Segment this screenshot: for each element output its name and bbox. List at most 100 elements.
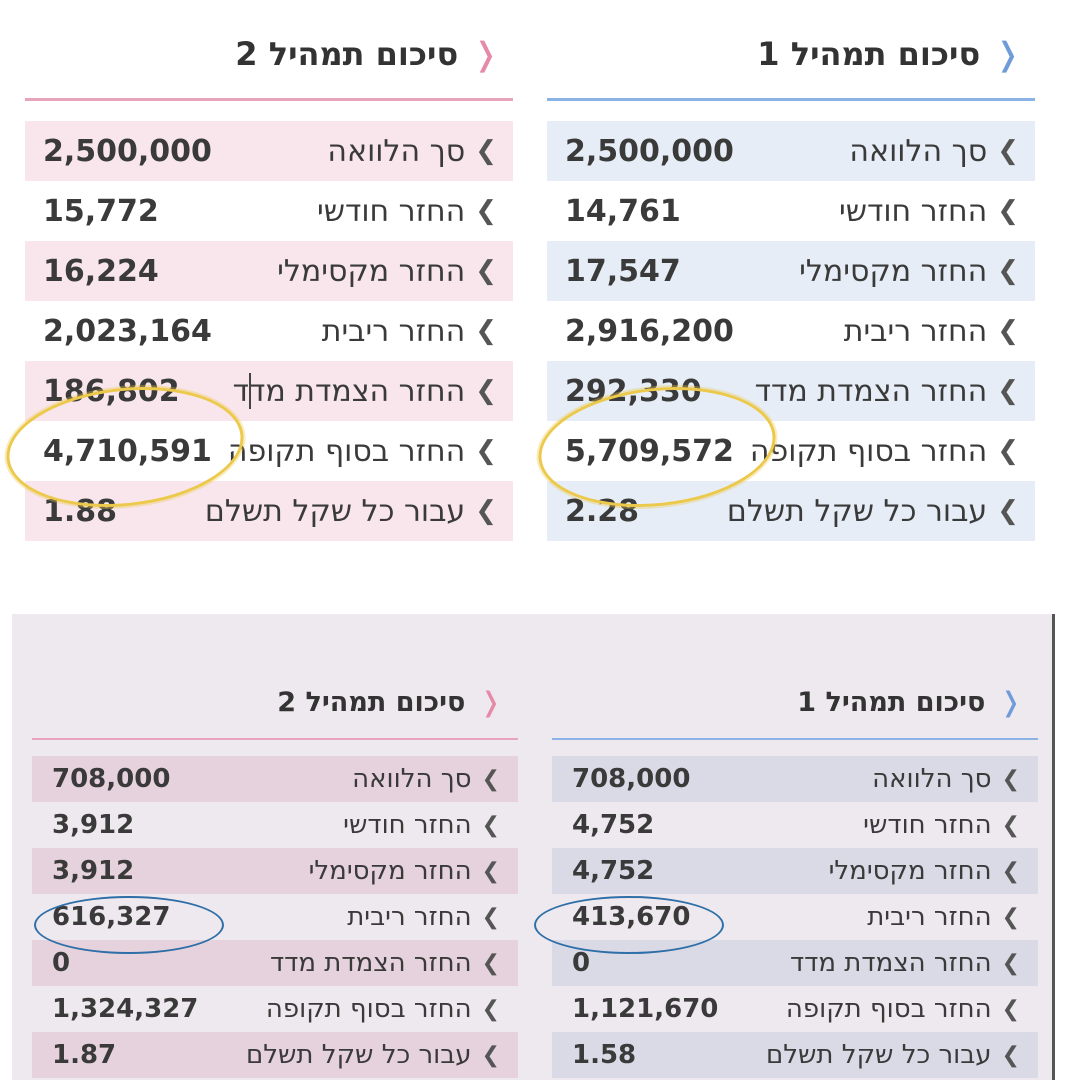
row-total-repayment[interactable]: ❯ החזר בסוף תקופה 1,324,327 bbox=[32, 986, 518, 1032]
row-loan-amount[interactable]: ❯ סך הלוואה 2,500,000 bbox=[25, 121, 513, 181]
row-monthly-payment[interactable]: ❯ החזר חודשי 15,772 bbox=[25, 181, 513, 241]
summary-panel-route-1: ❬ סיכום תמהיל 1 ❯ סך הלוואה 708,000 ❯ החזר… bbox=[552, 682, 1038, 1078]
row-max-payment[interactable]: ❯ החזר מקסימלי 3,912 bbox=[32, 848, 518, 894]
row-interest-payment[interactable]: ❯ החזר ריבית 2,916,200 bbox=[547, 301, 1035, 361]
row-label: החזר חודשי bbox=[317, 193, 466, 229]
chevron-right-icon: ❯ bbox=[1001, 1042, 1020, 1068]
row-monthly-payment[interactable]: ❯ החזר חודשי 3,912 bbox=[32, 802, 518, 848]
chevron-right-icon: ❯ bbox=[481, 950, 500, 976]
chevron-right-icon: ❯ bbox=[997, 196, 1019, 226]
chevron-right-icon: ❯ bbox=[1001, 812, 1020, 838]
chevron-left-icon: ❬ bbox=[472, 35, 499, 73]
row-label: סך הלוואה bbox=[327, 133, 466, 169]
row-value: 1,324,327 bbox=[52, 994, 199, 1024]
row-value: 292,330 bbox=[565, 373, 702, 409]
row-value: 2.28 bbox=[565, 493, 640, 529]
row-index-linkage[interactable]: ❯ החזר הצמדת מדד 292,330 bbox=[547, 361, 1035, 421]
row-label: החזר הצמדת מדד bbox=[754, 373, 988, 409]
panel-header[interactable]: ❬ סיכום תמהיל 2 bbox=[25, 30, 513, 78]
row-value: 0 bbox=[52, 948, 71, 978]
summary-panel-route-1: ❬ סיכום תמהיל 1 ❯ סך הלוואה 2,500,000 ❯ הח… bbox=[547, 30, 1035, 541]
row-label: החזר הצמדת מדד bbox=[232, 373, 466, 409]
row-index-linkage[interactable]: ❯ החזר הצמדת מדד 0 bbox=[32, 940, 518, 986]
panel-header[interactable]: ❬ סיכום תמהיל 1 bbox=[547, 30, 1035, 78]
row-value: 708,000 bbox=[572, 764, 691, 794]
chevron-right-icon: ❯ bbox=[481, 858, 500, 884]
row-label: החזר מקסימלי bbox=[308, 856, 472, 886]
row-interest-payment[interactable]: ❯ החזר ריבית 2,023,164 bbox=[25, 301, 513, 361]
chevron-right-icon: ❯ bbox=[475, 136, 497, 166]
row-cost-per-shekel[interactable]: ❯ עבור כל שקל תשלם 1.87 bbox=[32, 1032, 518, 1078]
chevron-right-icon: ❯ bbox=[475, 256, 497, 286]
row-label: סך הלוואה bbox=[872, 764, 992, 794]
row-index-linkage[interactable]: ❯ החזר הצמדת מדד 186,802 bbox=[25, 361, 513, 421]
chevron-right-icon: ❯ bbox=[481, 1042, 500, 1068]
row-value: 1,121,670 bbox=[572, 994, 719, 1024]
row-label: החזר בסוף תקופה bbox=[227, 433, 466, 469]
chevron-right-icon: ❯ bbox=[475, 496, 497, 526]
row-cost-per-shekel[interactable]: ❯ עבור כל שקל תשלם 1.88 bbox=[25, 481, 513, 541]
chevron-right-icon: ❯ bbox=[481, 904, 500, 930]
row-value: 0 bbox=[572, 948, 591, 978]
row-value: 1.58 bbox=[572, 1040, 637, 1070]
row-value: 2,500,000 bbox=[43, 133, 212, 169]
row-label: החזר ריבית bbox=[347, 902, 472, 932]
row-loan-amount[interactable]: ❯ סך הלוואה 708,000 bbox=[552, 756, 1038, 802]
row-monthly-payment[interactable]: ❯ החזר חודשי 14,761 bbox=[547, 181, 1035, 241]
row-label: סך הלוואה bbox=[849, 133, 988, 169]
panel-header[interactable]: ❬ סיכום תמהיל 1 bbox=[552, 682, 1038, 722]
row-interest-payment[interactable]: ❯ החזר ריבית 413,670 bbox=[552, 894, 1038, 940]
panel-title: סיכום תמהיל 1 bbox=[797, 686, 986, 718]
row-label: החזר בסוף תקופה bbox=[749, 433, 988, 469]
row-value: 3,912 bbox=[52, 810, 135, 840]
row-interest-payment[interactable]: ❯ החזר ריבית 616,327 bbox=[32, 894, 518, 940]
chevron-right-icon: ❯ bbox=[1001, 904, 1020, 930]
row-index-linkage[interactable]: ❯ החזר הצמדת מדד 0 bbox=[552, 940, 1038, 986]
row-value: 186,802 bbox=[43, 373, 180, 409]
top-screenshot: ❬ סיכום תמהיל 1 ❯ סך הלוואה 2,500,000 ❯ הח… bbox=[0, 30, 1035, 541]
row-value: 4,710,591 bbox=[43, 433, 212, 469]
row-loan-amount[interactable]: ❯ סך הלוואה 2,500,000 bbox=[547, 121, 1035, 181]
row-cost-per-shekel[interactable]: ❯ עבור כל שקל תשלם 2.28 bbox=[547, 481, 1035, 541]
row-value: 2,500,000 bbox=[565, 133, 734, 169]
chevron-right-icon: ❯ bbox=[475, 196, 497, 226]
chevron-right-icon: ❯ bbox=[997, 316, 1019, 346]
row-value: 616,327 bbox=[52, 902, 171, 932]
row-label: החזר הצמדת מדד bbox=[269, 948, 472, 978]
row-label: החזר הצמדת מדד bbox=[789, 948, 992, 978]
row-max-payment[interactable]: ❯ החזר מקסימלי 16,224 bbox=[25, 241, 513, 301]
row-label: החזר בסוף תקופה bbox=[265, 994, 472, 1024]
chevron-left-icon: ❬ bbox=[999, 686, 1022, 718]
row-loan-amount[interactable]: ❯ סך הלוואה 708,000 bbox=[32, 756, 518, 802]
chevron-right-icon: ❯ bbox=[1001, 858, 1020, 884]
row-max-payment[interactable]: ❯ החזר מקסימלי 17,547 bbox=[547, 241, 1035, 301]
chevron-right-icon: ❯ bbox=[481, 766, 500, 792]
row-monthly-payment[interactable]: ❯ החזר חודשי 4,752 bbox=[552, 802, 1038, 848]
chevron-right-icon: ❯ bbox=[997, 436, 1019, 466]
row-label: החזר מקסימלי bbox=[828, 856, 992, 886]
row-label: החזר בסוף תקופה bbox=[785, 994, 992, 1024]
row-max-payment[interactable]: ❯ החזר מקסימלי 4,752 bbox=[552, 848, 1038, 894]
panel-title: סיכום תמהיל 2 bbox=[235, 35, 459, 73]
row-label: עבור כל שקל תשלם bbox=[765, 1040, 992, 1070]
summary-panel-route-2: ❬ סיכום תמהיל 2 ❯ סך הלוואה 708,000 ❯ החזר… bbox=[32, 682, 518, 1078]
chevron-left-icon: ❬ bbox=[479, 686, 502, 718]
header-underline bbox=[32, 738, 518, 740]
chevron-right-icon: ❯ bbox=[997, 136, 1019, 166]
panel-header[interactable]: ❬ סיכום תמהיל 2 bbox=[32, 682, 518, 722]
row-total-repayment[interactable]: ❯ החזר בסוף תקופה 1,121,670 bbox=[552, 986, 1038, 1032]
row-total-repayment[interactable]: ❯ החזר בסוף תקופה 4,710,591 bbox=[25, 421, 513, 481]
row-value: 1.87 bbox=[52, 1040, 117, 1070]
row-cost-per-shekel[interactable]: ❯ עבור כל שקל תשלם 1.58 bbox=[552, 1032, 1038, 1078]
row-total-repayment[interactable]: ❯ החזר בסוף תקופה 5,709,572 bbox=[547, 421, 1035, 481]
chevron-right-icon: ❯ bbox=[997, 376, 1019, 406]
chevron-right-icon: ❯ bbox=[997, 256, 1019, 286]
chevron-right-icon: ❯ bbox=[475, 436, 497, 466]
row-label: החזר חודשי bbox=[863, 810, 992, 840]
chevron-right-icon: ❯ bbox=[1001, 766, 1020, 792]
row-label: סך הלוואה bbox=[352, 764, 472, 794]
screenshot-edge bbox=[1052, 614, 1055, 1080]
row-value: 413,670 bbox=[572, 902, 691, 932]
row-value: 1.88 bbox=[43, 493, 118, 529]
row-label: החזר חודשי bbox=[839, 193, 988, 229]
